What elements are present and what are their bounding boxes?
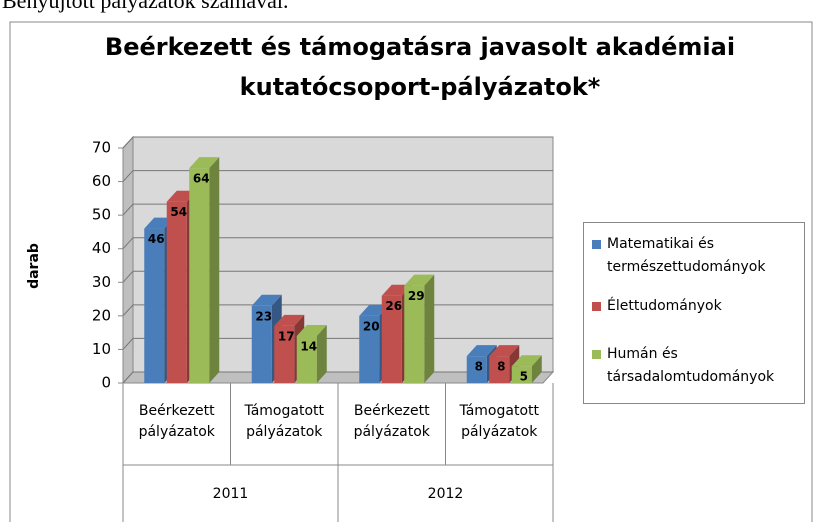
data-label: 5 [520,370,528,384]
grid-line [122,136,553,149]
legend-item: Matematikai és természettudományok [592,233,797,279]
bar-top [489,345,520,357]
bar-top [251,294,282,306]
data-label: 29 [408,289,425,303]
bar-side [209,157,220,383]
y-tick-label: 10 [92,340,111,358]
y-tick-label: 50 [92,206,111,224]
bar [144,228,165,383]
legend-label: Élettudományok [607,298,722,314]
y-tick-label: 20 [92,306,111,324]
data-label: 64 [193,172,210,186]
bar [296,336,317,383]
grid-line [122,237,553,250]
x-tick-label: Támogatott pályázatok [244,403,324,440]
bar [274,325,295,383]
chart-title: Beérkezett és támogatásra javasolt akadé… [105,33,735,61]
y-tick-label: 0 [101,374,111,392]
data-label: 46 [148,232,165,246]
x-tick-label: Beérkezett pályázatok [353,403,430,440]
y-tick-label: 30 [92,273,111,291]
bar [189,168,210,383]
body-text: Benyújtott pályázatok számával. [2,0,289,13]
bar-side [316,325,327,383]
data-label: 8 [497,360,505,374]
grid-line [122,203,553,216]
group-label: 2011 [212,486,249,502]
x-tick-label: Beérkezett pályázatok [138,403,215,440]
legend-swatch [592,350,601,359]
bar [251,305,272,383]
legend-label: Matematikai és természettudományok [607,236,766,275]
bar [166,201,187,383]
data-label: 8 [475,360,483,374]
data-label: 14 [300,340,317,354]
bar-side [424,274,435,383]
bar-top [274,314,305,326]
bar-side [531,355,542,383]
grid-line [122,170,553,182]
legend-label: Humán és társadalomtudományok [607,346,775,385]
legend-swatch [592,302,601,311]
legend: Matematikai és természettudományok Élettu… [583,222,805,404]
bar [404,285,425,383]
bar-top [189,157,220,169]
group-label: 2012 [427,486,464,502]
bar [381,295,402,383]
bar [359,315,380,383]
y-axis-label: darab [26,243,42,289]
y-tick-label: 70 [92,139,111,157]
bar-top [511,355,542,367]
legend-item: Humán és társadalomtudományok [592,343,797,389]
legend-item: Élettudományok [592,295,797,318]
legend-swatch [592,240,601,249]
data-label: 26 [385,299,402,313]
bar-top [404,274,435,286]
bar-top [296,325,327,336]
bar [466,356,487,383]
bar [489,356,510,383]
bar-top [466,345,497,357]
y-tick-label: 60 [92,172,111,190]
data-label: 54 [170,205,187,219]
y-tick-label: 40 [92,239,111,257]
data-label: 17 [278,329,295,343]
bar [511,366,532,383]
chart-title: kutatócsoport-pályázatok* [240,73,601,101]
side-wall [122,135,134,385]
grid-line [122,270,553,283]
x-tick-label: Támogatott pályázatok [459,403,539,440]
data-label: 20 [363,319,380,333]
data-label: 23 [255,309,272,323]
